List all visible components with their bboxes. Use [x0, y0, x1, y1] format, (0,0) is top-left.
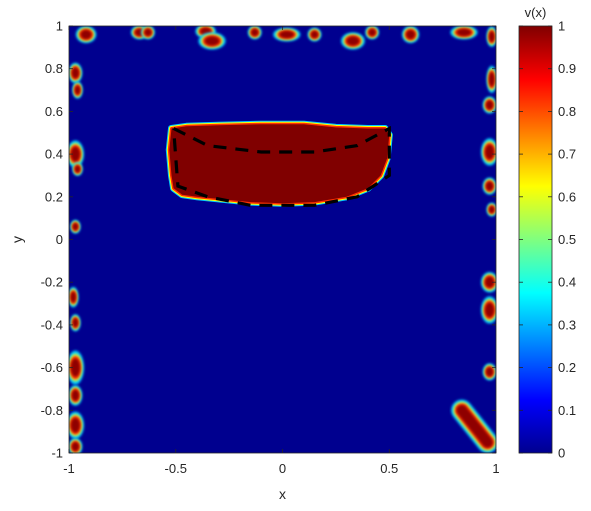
x-tick-label: 1	[492, 461, 499, 476]
x-tick-label: 0.5	[380, 461, 398, 476]
region-value-1	[169, 124, 390, 204]
colorbar-tick-label: 0.4	[558, 275, 576, 290]
y-tick-label: 0.4	[45, 147, 63, 162]
boundary-blob	[486, 65, 496, 94]
boundary-blob	[69, 350, 84, 385]
y-tick-label: 0.8	[45, 61, 63, 76]
boundary-blob	[365, 26, 379, 40]
boundary-blob	[70, 219, 81, 234]
boundary-blob	[72, 162, 83, 176]
y-tick-label: -0.8	[41, 403, 63, 418]
y-tick-label: -0.6	[41, 360, 63, 375]
boundary-blob	[69, 438, 83, 453]
boundary-blob	[69, 411, 84, 439]
boundary-blob	[198, 32, 226, 50]
x-axis-title: x	[279, 486, 286, 502]
y-axis-title: y	[9, 236, 25, 243]
boundary-blob	[481, 271, 496, 293]
boundary-blobs	[69, 26, 496, 453]
y-tick-label: -1	[51, 446, 63, 461]
y-tick-label: -0.2	[41, 275, 63, 290]
boundary-blob	[340, 32, 365, 50]
y-tick-label: -0.4	[41, 317, 63, 332]
boundary-blob	[481, 296, 496, 324]
y-tick-label: 0.2	[45, 189, 63, 204]
dashed-reference-curve	[172, 125, 391, 207]
x-tick-label: 0	[279, 461, 286, 476]
boundary-blob	[69, 286, 79, 308]
y-axis-ticks: 1 0.8 0.6 0.4 0.2 0 -0.2 -0.4 -0.6 -0.8 -1	[41, 19, 496, 461]
x-tick-label: -0.5	[165, 461, 187, 476]
colorbar-tick-label: 0	[558, 446, 565, 461]
boundary-blob	[141, 26, 155, 40]
colorbar: 1 0.9 0.8 0.7 0.6 0.5 0.4 0.3 0.2 0.1 0 v(x)	[518, 5, 576, 461]
colorbar-tick-label: 0.3	[558, 317, 576, 332]
colorbar-ticks: 1 0.9 0.8 0.7 0.6 0.5 0.4 0.3 0.2 0.1 0	[519, 19, 576, 461]
colorbar-tick-label: 0.6	[558, 189, 576, 204]
boundary-blob	[69, 62, 83, 84]
colorbar-label: v(x)	[525, 5, 547, 20]
boundary-blob	[482, 177, 496, 195]
boundary-blob	[75, 26, 97, 44]
colorbar-tick-label: 0.7	[558, 147, 576, 162]
y-tick-label: 0.6	[45, 104, 63, 119]
colorbar-tick-label: 0.1	[558, 403, 576, 418]
boundary-blob	[72, 81, 83, 99]
x-tick-label: -1	[63, 461, 75, 476]
colorbar-tick-label: 1	[558, 19, 565, 34]
plot-area	[68, 25, 497, 454]
region-layer	[165, 120, 393, 207]
boundary-blob	[70, 314, 81, 332]
y-tick-label: 1	[56, 19, 63, 34]
colorbar-tick-label: 0.8	[558, 104, 576, 119]
heatmap-background	[69, 26, 496, 453]
colorbar-tick-label: 0.5	[558, 232, 576, 247]
boundary-blob	[482, 363, 496, 381]
colorbar-tick-label: 0.9	[558, 61, 576, 76]
boundary-blob	[402, 26, 420, 44]
diagonal-blob	[451, 399, 496, 453]
colorbar-gradient	[518, 25, 553, 454]
boundary-blob	[69, 140, 84, 168]
boundary-blob	[273, 27, 301, 42]
boundary-blob	[247, 26, 262, 40]
x-axis-ticks: -1 -0.5 0 0.5 1	[63, 26, 500, 476]
boundary-blob	[69, 385, 83, 406]
boundary-blob	[486, 202, 496, 217]
boundary-blob	[481, 138, 496, 166]
y-tick-label: 0	[56, 232, 63, 247]
boundary-blob	[482, 96, 496, 114]
colorbar-tick-label: 0.2	[558, 360, 576, 375]
boundary-blob	[307, 27, 322, 42]
boundary-blob	[486, 26, 496, 47]
boundary-blob	[450, 26, 478, 40]
